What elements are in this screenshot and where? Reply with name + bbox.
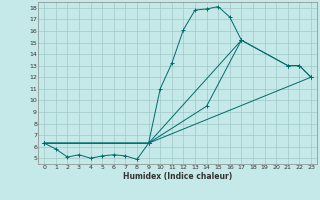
X-axis label: Humidex (Indice chaleur): Humidex (Indice chaleur) [123,172,232,181]
